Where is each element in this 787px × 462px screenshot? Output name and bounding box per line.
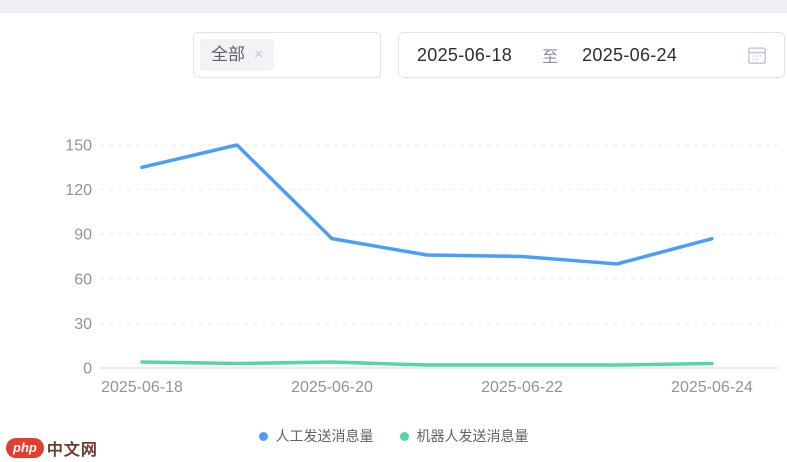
series-line-0	[140, 143, 714, 266]
y-tick-label-90: 90	[74, 227, 92, 244]
calendar-icon[interactable]	[746, 44, 768, 66]
tag-label: 全部	[211, 44, 245, 64]
php-cn-logo: php 中文网	[6, 436, 98, 460]
x-tick-label-2025-06-18: 2025-06-18	[101, 379, 183, 396]
legend-dot-blue	[258, 431, 268, 441]
end-date-input[interactable]: 2025-06-24	[582, 44, 678, 65]
date-range-picker[interactable]: 2025-06-18 至 2025-06-24	[398, 32, 785, 78]
date-range-separator: 至	[542, 49, 559, 66]
y-tick-label-0: 0	[83, 361, 92, 378]
start-date-input[interactable]: 2025-06-18	[417, 44, 513, 65]
x-tick-label-2025-06-20: 2025-06-20	[291, 379, 373, 396]
legend-dot-green	[399, 431, 409, 441]
watermark-text: 中文网	[46, 442, 98, 459]
legend-label-robot: 机器人发送消息量	[416, 428, 529, 444]
selected-tag: 全部 ×	[200, 38, 275, 72]
y-tick-label-150: 150	[65, 138, 92, 155]
y-tick-label-120: 120	[65, 182, 92, 199]
channel-select[interactable]: 全部 ×	[193, 32, 381, 78]
y-tick-label-60: 60	[74, 271, 92, 288]
chart-legend: 人工发送消息量 机器人发送消息量	[0, 426, 787, 446]
series-line-1	[140, 360, 714, 367]
legend-item-robot-messages[interactable]: 机器人发送消息量	[399, 426, 529, 446]
legend-item-manual-messages[interactable]: 人工发送消息量	[258, 426, 374, 446]
x-tick-label-2025-06-22: 2025-06-22	[481, 379, 563, 396]
y-tick-label-30: 30	[74, 316, 92, 333]
tag-remove-icon[interactable]: ×	[254, 45, 264, 63]
top-strip	[0, 0, 787, 13]
php-badge: php	[6, 438, 44, 458]
legend-label-manual: 人工发送消息量	[275, 428, 374, 444]
x-tick-label-2025-06-24: 2025-06-24	[671, 379, 753, 396]
